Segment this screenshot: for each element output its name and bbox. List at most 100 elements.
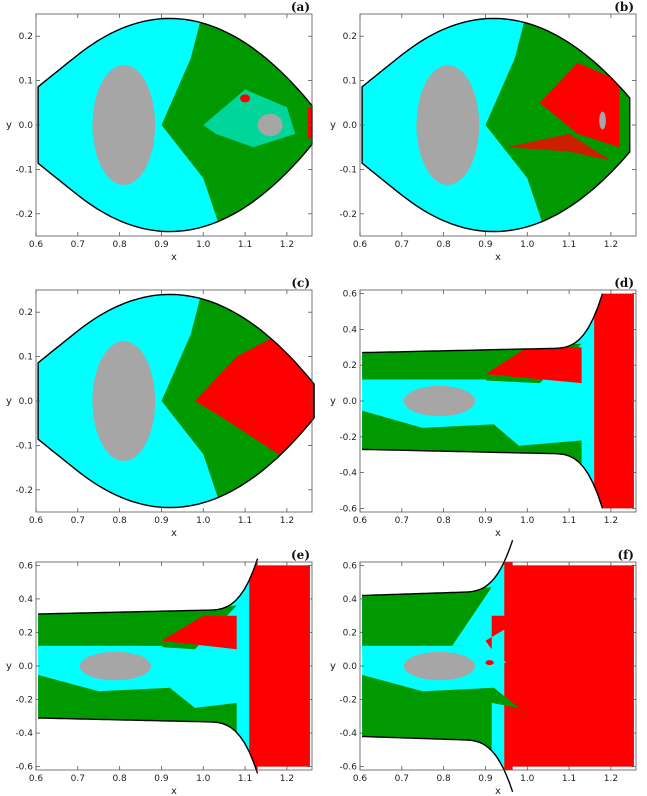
x-tick-label: 0.6 — [29, 516, 44, 526]
x-tick-label: 0.7 — [395, 516, 409, 526]
panel-label: (d) — [614, 276, 634, 290]
y-axis-label: y — [6, 661, 12, 672]
x-tick-label: 0.9 — [478, 774, 493, 784]
y-tick-label: 0.2 — [343, 32, 357, 42]
y-tick-label: 0.6 — [19, 561, 34, 571]
panel-a: 0.6 0.7 0.8 0.9 1.0 1.1 1.2 -0.2 -0.1 0.0 0.1 0.2 x y… — [6, 0, 313, 263]
x-tick-label: 0.6 — [353, 240, 368, 250]
y-tick-label: 0.0 — [343, 397, 358, 407]
x-axis-label: x — [171, 528, 177, 539]
y-tick-label: -0.2 — [15, 486, 33, 496]
y-axis-label: y — [6, 120, 12, 131]
basin-map — [362, 562, 634, 784]
y-tick-label: 0.1 — [19, 77, 33, 87]
x-axis-label: x — [495, 786, 501, 796]
x-axis-label: x — [495, 252, 501, 263]
basin-red — [485, 660, 494, 666]
basin-red — [240, 94, 251, 103]
basin-green — [362, 587, 492, 650]
y-axis-label: y — [330, 120, 336, 131]
x-tick-label: 1.0 — [520, 240, 535, 250]
basin-red — [539, 62, 620, 148]
x-tick-label: 1.0 — [196, 516, 211, 526]
x-tick-label: 0.7 — [71, 774, 85, 784]
y-tick-label: 0.0 — [343, 121, 358, 131]
panel-label: (c) — [291, 276, 310, 290]
basin-green-strip — [38, 294, 70, 335]
basin-gray — [403, 651, 475, 681]
x-tick-label: 0.8 — [436, 240, 451, 250]
panel-label: (e) — [291, 548, 310, 562]
y-tick-label: 0.0 — [19, 121, 34, 131]
basin-gray — [92, 65, 156, 185]
x-tick-label: 0.6 — [353, 774, 368, 784]
x-tick-label: 1.2 — [604, 774, 618, 784]
x-tick-label: 1.1 — [562, 240, 576, 250]
x-tick-label: 0.7 — [71, 240, 85, 250]
x-tick-label: 1.0 — [196, 240, 211, 250]
y-tick-label: -0.6 — [15, 763, 33, 773]
basin-map — [38, 294, 315, 508]
basin-red — [485, 615, 528, 650]
y-tick-label: 0.4 — [343, 595, 358, 605]
basin-red — [161, 615, 237, 650]
x-tick-label: 1.2 — [280, 516, 294, 526]
x-tick-label: 1.2 — [280, 774, 294, 784]
y-tick-label: -0.4 — [339, 469, 357, 479]
y-tick-label: 0.4 — [343, 325, 358, 335]
x-tick-label: 0.9 — [478, 516, 493, 526]
x-tick-label: 0.8 — [112, 240, 127, 250]
basin-map — [362, 18, 630, 232]
y-tick-label: -0.1 — [15, 441, 33, 451]
x-tick-label: 0.7 — [395, 774, 409, 784]
x-tick-label: 1.1 — [238, 774, 252, 784]
x-tick-label: 0.9 — [478, 240, 493, 250]
x-tick-label: 1.2 — [280, 240, 294, 250]
panel-label: (f) — [617, 548, 634, 562]
basin-red — [594, 293, 634, 509]
basin-map — [38, 562, 310, 774]
basin-red — [504, 562, 634, 770]
zvc-boundary — [38, 558, 259, 774]
y-axis-label: y — [6, 396, 12, 407]
x-tick-label: 0.6 — [353, 516, 368, 526]
y-tick-label: 0.4 — [19, 595, 34, 605]
basin-green-strip — [38, 18, 70, 59]
basin-red — [249, 562, 310, 770]
zvc-boundary — [37, 293, 315, 509]
panel-d: 0.6 0.7 0.8 0.9 1.0 1.1 1.2 -0.6 -0.4 -0.2 0.0 0.2 0… — [330, 276, 637, 539]
y-tick-label: -0.2 — [339, 210, 357, 220]
x-tick-label: 1.2 — [604, 240, 618, 250]
y-axis-label: y — [330, 661, 336, 672]
basin-red — [485, 347, 582, 384]
y-tick-label: -0.4 — [339, 729, 357, 739]
zvc-boundary — [361, 17, 631, 233]
x-tick-label: 1.0 — [520, 516, 535, 526]
y-tick-label: 0.1 — [19, 353, 33, 363]
basin-red — [307, 107, 312, 139]
y-tick-label: 0.2 — [19, 628, 33, 638]
basin-gray — [79, 651, 151, 681]
x-tick-label: 1.2 — [604, 516, 618, 526]
y-tick-label: 0.2 — [343, 628, 357, 638]
y-tick-label: 0.0 — [19, 397, 34, 407]
basin-map — [38, 18, 312, 232]
y-tick-label: -0.6 — [339, 763, 357, 773]
x-tick-label: 0.8 — [436, 516, 451, 526]
x-tick-label: 1.1 — [562, 774, 576, 784]
x-tick-label: 1.1 — [238, 240, 252, 250]
panel-label: (b) — [614, 0, 634, 14]
x-tick-label: 0.9 — [154, 516, 169, 526]
y-axis-label: y — [330, 396, 336, 407]
panel-e: 0.6 0.7 0.8 0.9 1.0 1.1 1.2 -0.6 -0.4 -0.2 0.0 0.2 0… — [6, 548, 313, 796]
x-tick-label: 1.1 — [562, 516, 576, 526]
panel-f: 0.6 0.7 0.8 0.9 1.0 1.1 1.2 -0.6 -0.4 -0.2 0.0 0.2 0… — [330, 539, 637, 796]
y-tick-label: -0.1 — [339, 165, 357, 175]
panel-label: (a) — [291, 0, 310, 14]
y-tick-label: -0.2 — [339, 696, 357, 706]
basin-gray — [92, 341, 156, 461]
x-tick-label: 0.8 — [436, 774, 451, 784]
y-tick-label: -0.2 — [339, 433, 357, 443]
y-tick-label: 0.6 — [343, 561, 358, 571]
